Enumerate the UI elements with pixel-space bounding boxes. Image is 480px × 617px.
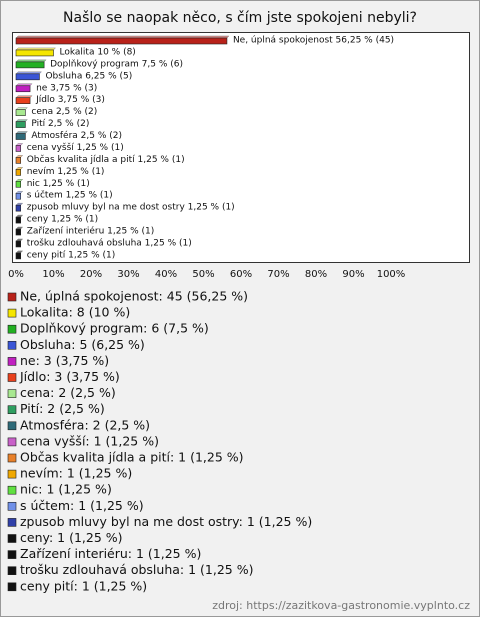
legend-label: Zařízení interiéru: 1 (1,25 %) xyxy=(20,546,201,561)
x-tick-label: 90% xyxy=(342,269,364,280)
x-tick-label: 60% xyxy=(230,269,252,280)
bar xyxy=(15,61,45,69)
x-tick-label: 20% xyxy=(80,269,102,280)
bar-top xyxy=(15,119,28,122)
legend-swatch xyxy=(7,582,17,592)
legend-label: cena vyšší: 1 (1,25 %) xyxy=(20,433,159,448)
bar xyxy=(15,252,21,260)
bar xyxy=(15,133,26,140)
bar xyxy=(15,157,21,164)
bar-label: Zařízení interiéru 1,25 % (1) xyxy=(27,226,155,237)
legend-swatch xyxy=(7,308,17,318)
bar-label: nic 1,25 % (1) xyxy=(27,179,90,189)
legend-swatch xyxy=(7,437,17,447)
bar xyxy=(15,180,21,188)
bar xyxy=(15,192,21,200)
legend-label: s účtem: 1 (1,25 %) xyxy=(20,498,144,513)
legend-swatch xyxy=(7,373,17,382)
bar-label: Atmosféra 2,5 % (2) xyxy=(31,130,122,141)
bar-label: s účtem 1,25 % (1) xyxy=(27,190,113,201)
legend-label: Obsluha: 5 (6,25 %) xyxy=(20,337,145,352)
bar xyxy=(15,121,26,128)
legend-label: Lokalita: 8 (10 %) xyxy=(20,305,130,320)
legend-label: Ne, úplná spokojenost: 45 (56,25 %) xyxy=(20,289,248,304)
bar xyxy=(15,145,21,152)
legend-swatch xyxy=(7,324,17,334)
bar-label: nevím 1,25 % (1) xyxy=(27,167,105,177)
legend-label: ceny: 1 (1,25 %) xyxy=(20,530,123,545)
legend-label: Atmosféra: 2 (2,5 %) xyxy=(20,417,150,432)
legend-label: ne: 3 (3,75 %) xyxy=(20,353,109,368)
bar-label: Doplňkový program 7,5 % (6) xyxy=(50,58,183,69)
legend-label: trošku zdlouhavá obsluha: 1 (1,25 %) xyxy=(20,562,253,577)
legend-label: nic: 1 (1,25 %) xyxy=(20,482,112,497)
bar xyxy=(15,85,31,93)
legend-swatch xyxy=(7,501,17,511)
legend-swatch xyxy=(7,389,17,398)
legend-label: Doplňkový program: 6 (7,5 %) xyxy=(20,321,209,336)
legend-swatch xyxy=(7,357,17,366)
legend-label: Pití: 2 (2,5 %) xyxy=(20,401,105,416)
legend-label: zpusob mluvy byl na me dost ostry: 1 (1,… xyxy=(20,514,312,529)
bar-label: Ne, úplná spokojenost 56,25 % (45) xyxy=(233,36,394,46)
bar-top xyxy=(15,59,47,63)
bar-label: trošku zdlouhavá obsluha 1,25 % (1) xyxy=(27,237,192,248)
bar xyxy=(15,216,21,224)
legend-label: Jídlo: 3 (3,75 %) xyxy=(19,369,120,384)
x-tick-label: 100% xyxy=(377,269,406,280)
bar xyxy=(15,73,40,81)
legend-swatch xyxy=(7,421,17,431)
x-tick-label: 80% xyxy=(305,269,327,280)
bar-top xyxy=(15,83,33,87)
bar-label: Lokalita 10 % (8) xyxy=(60,47,136,57)
legend-swatch xyxy=(7,453,17,463)
bar xyxy=(15,49,54,57)
legend-swatch xyxy=(7,292,17,302)
legend-label: Občas kvalita jídla a pití: 1 (1,25 %) xyxy=(20,450,244,465)
bar-label: Občas kvalita jídla a pití 1,25 % (1) xyxy=(27,154,185,165)
bar xyxy=(15,169,21,176)
bar-label: zpusob mluvy byl na me dost ostry 1,25 %… xyxy=(27,203,235,213)
legend-label: nevím: 1 (1,25 %) xyxy=(20,466,132,481)
bar xyxy=(15,109,26,116)
legend-label: cena: 2 (2,5 %) xyxy=(20,385,116,400)
bar-top xyxy=(15,71,43,75)
bar-label: cena 2,5 % (2) xyxy=(31,107,97,117)
source: zdroj: https://zazitkova-gastronomie.vyp… xyxy=(212,599,470,612)
legend-label: ceny pití: 1 (1,25 %) xyxy=(20,578,147,593)
legend-swatch xyxy=(7,518,17,527)
legend-swatch xyxy=(7,469,17,479)
bar-label: ne 3,75 % (3) xyxy=(36,83,97,93)
bar-label: ceny pití 1,25 % (1) xyxy=(27,250,116,260)
bar-label: Obsluha 6,25 % (5) xyxy=(45,71,132,81)
x-tick-label: 30% xyxy=(117,269,139,280)
x-tick-label: 70% xyxy=(267,269,289,280)
plot-area xyxy=(12,32,470,263)
x-tick-label: 10% xyxy=(42,269,64,280)
x-tick-label: 40% xyxy=(155,269,177,280)
bar xyxy=(15,37,228,45)
legend-swatch xyxy=(7,566,17,576)
bar xyxy=(15,240,21,248)
bar-label: cena vyšší 1,25 % (1) xyxy=(27,142,124,153)
bar-top xyxy=(15,95,33,98)
x-tick-label: 0% xyxy=(8,269,24,280)
chart-title: Našlo se naopak něco, s čím jste spokoje… xyxy=(63,10,417,26)
bar xyxy=(15,228,21,236)
legend-swatch xyxy=(7,340,17,350)
bar-label: Jídlo 3,75 % (3) xyxy=(35,95,105,105)
legend-swatch xyxy=(7,405,17,415)
bar xyxy=(15,97,31,104)
bar xyxy=(15,204,21,212)
legend-swatch xyxy=(7,550,17,559)
bar-label: ceny 1,25 % (1) xyxy=(27,215,98,225)
bar-label: Pití 2,5 % (2) xyxy=(31,119,89,129)
legend-swatch xyxy=(7,534,17,543)
legend-swatch xyxy=(7,485,17,495)
bar-top xyxy=(15,131,28,134)
x-tick-label: 50% xyxy=(192,269,214,280)
bar-top xyxy=(15,107,28,110)
